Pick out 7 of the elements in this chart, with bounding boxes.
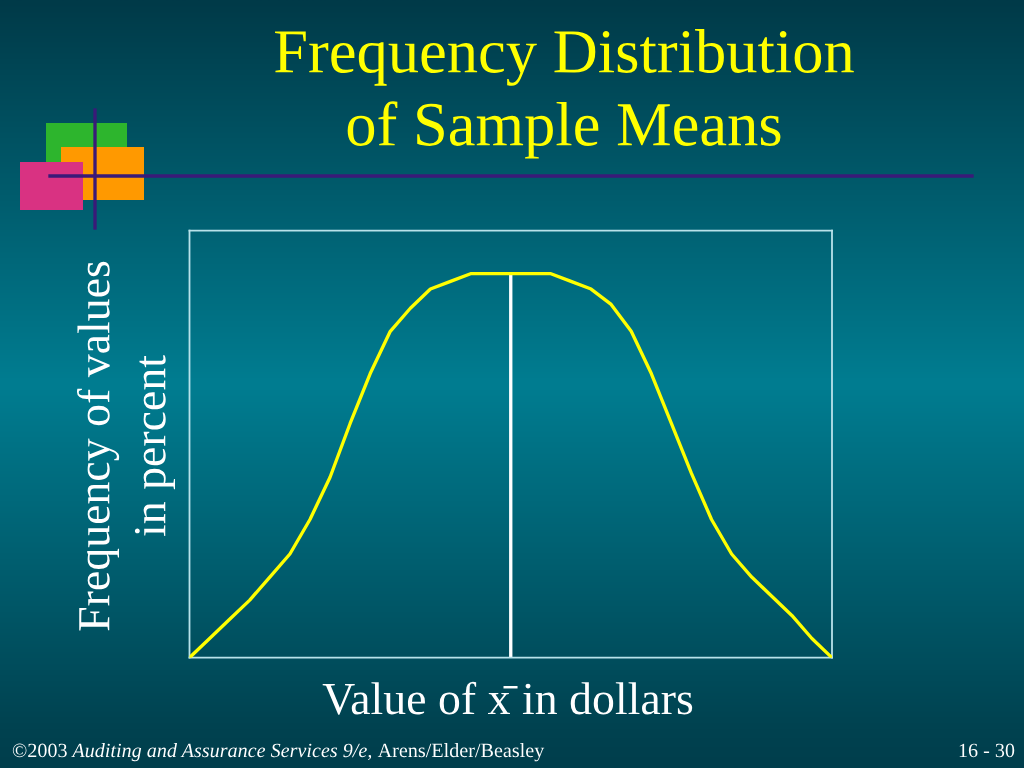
x-axis-title: Value of x̄ in dollars — [322, 681, 693, 715]
text: Arens/Elder/Beasley — [377, 743, 545, 762]
text: Auditing and Assurance Services 9/e, — [71, 743, 372, 762]
chart-title: Frequency Distribution of Sample Means — [275, 29, 854, 159]
text: 16 - 30 — [959, 743, 1015, 758]
y-axis-title: Frequency of values in percent — [76, 261, 176, 631]
text: ©2003 — [12, 743, 67, 758]
